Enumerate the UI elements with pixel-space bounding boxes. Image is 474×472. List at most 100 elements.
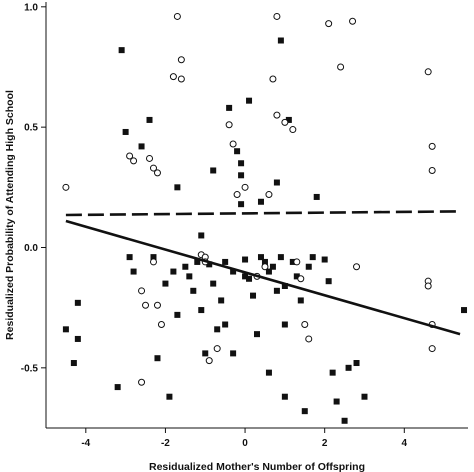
y-tick-label: 0.0	[24, 243, 38, 254]
open-circle-point	[126, 152, 134, 160]
open-circle-point	[349, 17, 357, 25]
filled-square-point	[257, 254, 264, 261]
open-circle-point	[146, 154, 154, 162]
filled-square-point	[198, 307, 205, 314]
filled-square-point	[305, 263, 312, 270]
filled-square-point	[70, 360, 77, 367]
filled-square-point	[174, 311, 181, 318]
filled-square-point	[242, 273, 249, 280]
open-circle-point	[213, 345, 221, 353]
filled-square-point	[194, 258, 201, 265]
filled-square-point	[265, 369, 272, 376]
filled-square-point	[230, 268, 237, 275]
filled-square-point	[166, 393, 173, 400]
filled-square-point	[226, 104, 233, 111]
open-circle-point	[149, 164, 157, 172]
open-circle-point	[157, 321, 165, 329]
filled-square-point	[254, 331, 260, 338]
regression-line-solid	[65, 219, 461, 336]
filled-square-point	[297, 297, 304, 304]
filled-square-point	[146, 116, 153, 123]
x-tick-label: -4	[81, 438, 90, 449]
filled-square-point	[277, 37, 284, 44]
filled-square-point	[118, 47, 125, 54]
open-circle-point	[225, 121, 233, 129]
filled-square-point	[170, 268, 177, 275]
filled-square-point	[186, 273, 193, 280]
open-circle-point	[289, 126, 297, 134]
filled-square-point	[230, 350, 237, 357]
filled-square-point	[285, 116, 292, 123]
open-circle-point	[261, 263, 269, 271]
filled-square-point	[361, 393, 368, 400]
filled-square-point	[281, 321, 288, 328]
axes	[45, 2, 468, 429]
y-tick-label: 1.0	[24, 2, 38, 13]
filled-square-point	[182, 263, 189, 270]
open-circle-point	[428, 142, 436, 150]
open-circle-point	[353, 263, 361, 271]
open-circle-point	[153, 301, 161, 309]
open-circle-point	[424, 68, 432, 76]
filled-square-point	[126, 254, 133, 261]
filled-square-point	[341, 417, 348, 424]
filled-square-point	[130, 268, 137, 275]
filled-square-point	[114, 384, 121, 391]
filled-square-point	[234, 148, 241, 155]
open-circle-point	[138, 378, 146, 386]
open-circle-point	[265, 191, 273, 199]
filled-square-point	[301, 408, 308, 415]
y-tick-label: 0.5	[24, 123, 38, 134]
regression-line-dashed	[65, 210, 461, 217]
filled-square-point	[313, 193, 320, 200]
open-circle-point	[62, 183, 70, 191]
filled-square-point	[289, 258, 296, 265]
filled-square-point	[202, 350, 209, 357]
open-circle-point	[273, 12, 281, 20]
filled-square-point	[198, 232, 205, 239]
y-tick-label: -0.5	[21, 363, 39, 374]
open-circle-point	[325, 20, 333, 28]
filled-square-point	[277, 254, 284, 261]
filled-square-point	[281, 283, 288, 289]
filled-square-point	[206, 261, 213, 268]
x-tick-label: 0	[242, 438, 248, 449]
open-circle-point	[153, 169, 161, 177]
open-circle-point	[177, 56, 185, 64]
filled-square-point	[238, 172, 245, 179]
filled-square-point	[238, 201, 245, 208]
open-circle-point	[305, 335, 313, 343]
x-tick-label: -2	[161, 438, 170, 449]
open-circle-point	[173, 12, 181, 20]
filled-square-point	[138, 143, 145, 150]
filled-square-point	[222, 321, 229, 328]
open-circle-point	[177, 75, 185, 83]
filled-square-point	[261, 258, 268, 265]
filled-square-point	[190, 287, 197, 294]
open-circle-point	[273, 111, 281, 119]
open-circle-point	[297, 275, 305, 283]
filled-square-point	[273, 287, 280, 294]
filled-square-point	[269, 263, 276, 270]
open-circle-point	[149, 258, 157, 266]
x-tick-label: 2	[322, 438, 328, 449]
filled-square-point	[309, 254, 316, 261]
filled-square-point	[246, 97, 253, 104]
open-circle-point	[142, 301, 150, 309]
filled-square-point	[122, 128, 129, 135]
filled-square-point	[250, 292, 257, 299]
filled-square-point	[293, 273, 300, 280]
filled-square-point	[333, 398, 340, 405]
open-circle-point	[428, 166, 436, 174]
x-axis-title: Residualized Mother's Number of Offsprin…	[149, 461, 365, 472]
filled-square-point	[273, 179, 280, 186]
open-circle-point	[424, 282, 432, 290]
open-circle-point	[138, 287, 146, 295]
open-circle-point	[169, 73, 177, 81]
open-circle-point	[293, 258, 301, 266]
filled-square-point	[238, 160, 245, 167]
filled-square-point	[242, 256, 249, 263]
filled-square-point	[329, 369, 336, 376]
filled-square-point	[321, 256, 328, 263]
